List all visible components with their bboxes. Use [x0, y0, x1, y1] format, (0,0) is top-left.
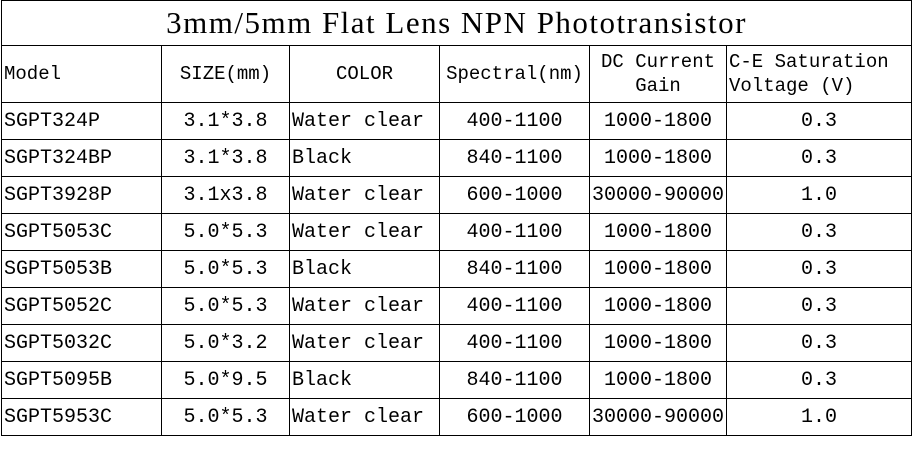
table-cell: 400-1100: [439, 324, 590, 362]
table-cell: 30000-90000: [589, 398, 727, 436]
table-cell: 840-1100: [439, 361, 590, 399]
table-cell: 5.0*5.3: [161, 398, 290, 436]
table-row: SGPT5095B 5.0*9.5 Black 840-1100 1000-1800 0.…: [1, 361, 912, 399]
table-cell: 400-1100: [439, 213, 590, 251]
table-cell: Water clear: [289, 324, 440, 362]
table-cell: 1000-1800: [589, 139, 727, 177]
table-cell: 840-1100: [439, 250, 590, 288]
table-cell: SGPT3928P: [1, 176, 162, 214]
table-cell: 0.3: [725, 250, 912, 288]
table-cell: 3.1x3.8: [161, 176, 290, 214]
table-cell: 5.0*5.3: [161, 213, 290, 251]
table-row: SGPT5053C 5.0*5.3 Water clear 400-1100 1000-…: [1, 213, 912, 251]
table-cell: 3.1*3.8: [161, 102, 290, 140]
table-cell: 600-1000: [439, 398, 590, 436]
table-cell: 1.0: [725, 176, 912, 214]
table-cell: 1000-1800: [589, 324, 727, 362]
table-cell: Black: [289, 250, 440, 288]
table-cell: Water clear: [289, 287, 440, 325]
column-header: COLOR: [289, 45, 440, 103]
column-header: Spectral(nm): [439, 45, 590, 103]
table-cell: 0.3: [725, 102, 912, 140]
table-title: 3mm/5mm Flat Lens NPN Phototransistor: [0, 0, 912, 46]
table-cell: 1000-1800: [589, 213, 727, 251]
table-body: SGPT324P 3.1*3.8 Water clear 400-1100 1000-1…: [1, 102, 912, 436]
spec-table: 3mm/5mm Flat Lens NPN Phototransistor Mo…: [0, 0, 912, 436]
table-cell: 400-1100: [439, 102, 590, 140]
table-row: SGPT3928P 3.1x3.8 Water clear 600-1000 30000…: [1, 176, 912, 214]
table-cell: Black: [289, 139, 440, 177]
table-cell: 5.0*9.5: [161, 361, 290, 399]
table-cell: 5.0*5.3: [161, 287, 290, 325]
table-cell: 1000-1800: [589, 102, 727, 140]
table-cell: 840-1100: [439, 139, 590, 177]
table-cell: Water clear: [289, 398, 440, 436]
table-row: SGPT5032C 5.0*3.2 Water clear 400-1100 1000-…: [1, 324, 912, 362]
column-header: DC Current Gain: [589, 45, 727, 103]
table-cell: 1.0: [725, 398, 912, 436]
table-cell: 0.3: [725, 213, 912, 251]
column-header: C-E Saturation Voltage (V): [725, 45, 912, 103]
table-row: SGPT324BP 3.1*3.8 Black 840-1100 1000-1800 0.…: [1, 139, 912, 177]
table-cell: 0.3: [725, 324, 912, 362]
table-cell: SGPT324BP: [1, 139, 162, 177]
table-cell: 400-1100: [439, 287, 590, 325]
table-cell: 0.3: [725, 139, 912, 177]
table-cell: SGPT5052C: [1, 287, 162, 325]
table-cell: 1000-1800: [589, 287, 727, 325]
table-row: SGPT324P 3.1*3.8 Water clear 400-1100 1000-1…: [1, 102, 912, 140]
table-cell: Water clear: [289, 176, 440, 214]
table-cell: SGPT5053C: [1, 213, 162, 251]
table-cell: 0.3: [725, 361, 912, 399]
table-cell: Black: [289, 361, 440, 399]
table-cell: SGPT5095B: [1, 361, 162, 399]
table-cell: 5.0*3.2: [161, 324, 290, 362]
table-cell: 600-1000: [439, 176, 590, 214]
table-cell: SGPT324P: [1, 102, 162, 140]
column-header: Model: [1, 45, 162, 103]
column-header: SIZE(mm): [161, 45, 290, 103]
table-row: SGPT5052C 5.0*5.3 Water clear 400-1100 1000-…: [1, 287, 912, 325]
table-cell: 5.0*5.3: [161, 250, 290, 288]
table-cell: SGPT5053B: [1, 250, 162, 288]
table-cell: 0.3: [725, 287, 912, 325]
table-cell: Water clear: [289, 102, 440, 140]
table-cell: 30000-90000: [589, 176, 727, 214]
table-row: SGPT5053B 5.0*5.3 Black 840-1100 1000-1800 0.…: [1, 250, 912, 288]
table-cell: 1000-1800: [589, 250, 727, 288]
table-cell: SGPT5953C: [1, 398, 162, 436]
table-row: SGPT5953C 5.0*5.3 Water clear 600-1000 30000…: [1, 398, 912, 436]
table-cell: Water clear: [289, 213, 440, 251]
table-cell: SGPT5032C: [1, 324, 162, 362]
table-cell: 1000-1800: [589, 361, 727, 399]
header-row: Model SIZE(mm) COLOR Spectral(nm) DC Current…: [1, 45, 912, 103]
table-cell: 3.1*3.8: [161, 139, 290, 177]
